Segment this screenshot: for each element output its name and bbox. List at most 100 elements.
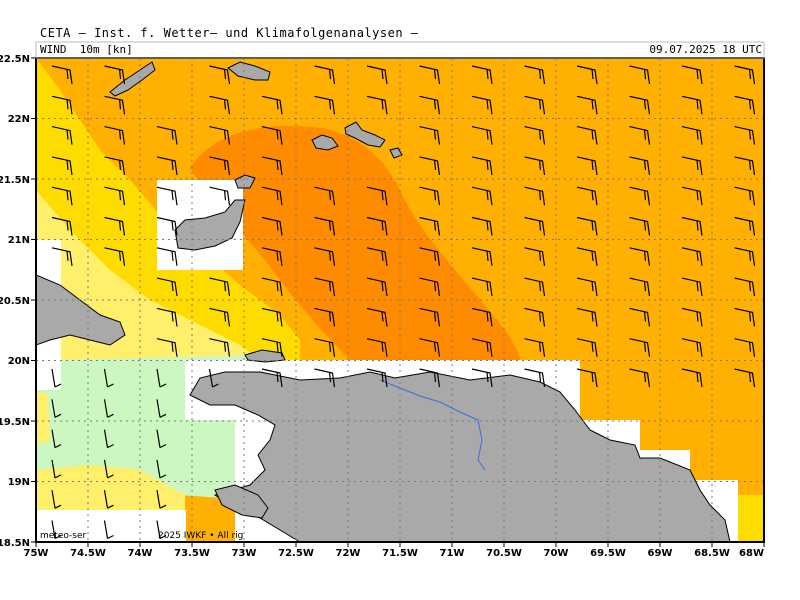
wind-barb [314,307,336,327]
wind-barb [209,186,231,206]
wind-barb [156,277,178,297]
wind-barb [261,126,283,145]
wind-barb [51,490,62,509]
wind-barb [208,368,219,388]
yellow-corner [738,495,764,542]
x-tick-label: 71.5W [382,548,418,559]
wind-barb [471,126,493,145]
wind-barb [51,126,73,145]
wind-barb [209,156,231,175]
credit-right: 2025 IWKF • All rig [158,531,243,541]
y-tick-label: 21N [8,235,30,246]
wind-barb [261,216,283,236]
wind-barb [524,216,546,236]
wind-barb [629,186,651,206]
wind-barb [681,368,703,388]
x-tick-label: 74.5W [70,548,106,559]
wind-barb [629,338,651,357]
wind-barb [471,186,493,206]
wind-barb [419,186,441,206]
y-axis-labels: 22.5N 22N 21.5N 21N 20.5N 20N 19.5N 19N … [0,54,30,549]
wind-barb [156,186,178,206]
x-tick-label: 75W [24,548,49,559]
wind-barb [576,65,598,85]
wind-barb [471,338,493,357]
wind-barb [261,307,283,327]
wind-barb [734,95,756,115]
wind-barb [734,338,756,357]
wind-barb [734,65,756,85]
y-tick-label: 18.5N [0,538,30,549]
subheader-box [35,41,765,59]
wind-barb [366,186,388,206]
wind-barb [681,247,703,266]
wind-barb [629,368,651,388]
y-tick-label: 22.5N [0,54,30,65]
wind-barb [51,399,62,418]
wind-barb [261,277,283,297]
wind-barb [419,216,441,236]
wind-barb [629,216,651,236]
wind-barb [51,216,73,236]
wind-barb [524,247,546,266]
wind-barb [104,65,126,85]
wind-barb [104,186,126,206]
y-tick-label: 19N [8,477,30,488]
wind-barb [314,186,336,206]
wind-barb [419,368,441,388]
wind-barb [314,95,336,115]
wind-barb [681,277,703,297]
light-yellow-zone-west [36,390,50,445]
river [379,379,486,471]
wind-barb [576,156,598,175]
mayaguana-island [227,61,271,81]
wind-barb [314,65,336,85]
y-tick-label: 22N [8,114,30,125]
wind-barb [629,95,651,115]
wind-barb [314,368,336,388]
lat-lon-grid [36,58,764,542]
credit-left: meteo-ser [40,531,87,541]
wind-barb [261,368,283,388]
caicos-islands-east [344,121,386,148]
orange-zone [190,125,520,360]
wind-barb [629,307,651,327]
wind-barb [419,65,441,85]
wind-barb [681,307,703,327]
wind-barb [103,459,114,479]
wind-barb [51,186,73,206]
wind-barb [51,95,73,115]
gonave-island [214,484,269,519]
wind-barb [471,65,493,85]
wind-barb [524,126,546,145]
wind-barb [209,338,231,357]
wind-barb [209,65,231,85]
wind-barb [103,490,114,509]
wind-barb [681,126,703,145]
wind-barb [419,156,441,175]
wind-barb [209,307,231,327]
wind-barb [524,186,546,206]
wind-barb [314,247,336,266]
wind-barb [156,490,167,509]
wind-barb [103,368,114,388]
little-inagua-island [234,174,256,189]
tick-marks [31,57,765,547]
x-tick-label: 73W [232,548,257,559]
wind-barb [156,399,167,418]
wind-barb [576,216,598,236]
cuba-land [36,274,126,346]
wind-barb [524,95,546,115]
wind-barb [51,65,73,85]
wind-barb [524,156,546,175]
wind-barb [51,459,62,479]
hispaniola-land [189,371,731,542]
wind-barb [103,429,114,449]
wind-barb [156,307,178,327]
wind-barb [576,186,598,206]
wind-barb [156,368,167,388]
x-tick-label: 68W [739,548,764,559]
wind-barb [51,247,73,266]
wind-barb [261,338,283,357]
wind-barb [471,368,493,388]
